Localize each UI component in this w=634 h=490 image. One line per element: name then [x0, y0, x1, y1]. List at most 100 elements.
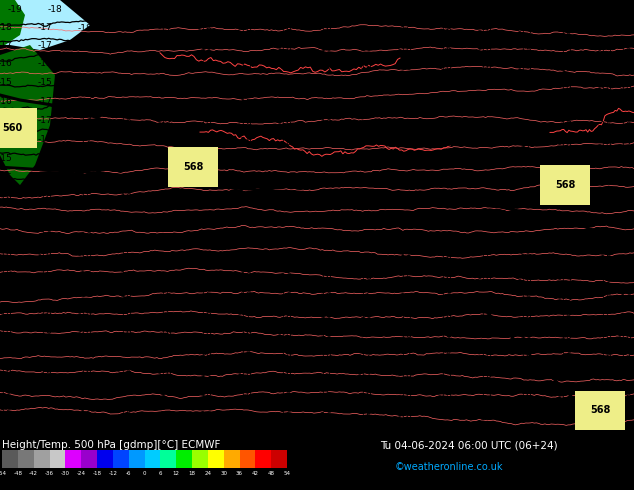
Text: 24: 24 — [204, 471, 211, 476]
Text: -15: -15 — [607, 7, 623, 17]
Text: -16: -16 — [318, 412, 332, 420]
Text: -18: -18 — [248, 5, 262, 15]
Text: -16: -16 — [618, 46, 632, 54]
Text: -16: -16 — [0, 308, 13, 317]
Text: -16: -16 — [0, 172, 13, 182]
Text: -16: -16 — [238, 155, 252, 165]
Text: -16: -16 — [37, 367, 53, 376]
Text: -16: -16 — [318, 272, 332, 282]
Text: -16: -16 — [278, 44, 292, 52]
Text: -15: -15 — [437, 370, 453, 380]
Text: -17: -17 — [238, 310, 252, 318]
Text: -30: -30 — [61, 471, 70, 476]
Text: -16: -16 — [318, 349, 332, 359]
Text: -16: -16 — [118, 232, 133, 241]
Text: -16: -16 — [37, 212, 53, 220]
Text: -15: -15 — [517, 413, 533, 421]
Text: -17: -17 — [517, 253, 533, 263]
Text: -16: -16 — [118, 193, 133, 201]
Text: -16: -16 — [517, 331, 533, 340]
Text: -16: -16 — [37, 153, 53, 163]
Text: -16: -16 — [398, 63, 412, 72]
Text: -16: -16 — [517, 352, 533, 361]
Text: -17: -17 — [318, 369, 332, 379]
Text: -16: -16 — [118, 368, 133, 377]
Text: -17: -17 — [118, 98, 133, 106]
Text: -17: -17 — [37, 23, 53, 31]
Text: -16: -16 — [278, 234, 292, 243]
Text: -16: -16 — [598, 101, 612, 111]
Text: -16: -16 — [358, 80, 372, 90]
Text: ©weatheronline.co.uk: ©weatheronline.co.uk — [395, 462, 503, 472]
Text: -16: -16 — [238, 251, 252, 261]
Text: -15: -15 — [598, 177, 612, 187]
Bar — [160, 450, 176, 468]
Text: -16: -16 — [358, 215, 372, 223]
Text: -16: -16 — [618, 196, 632, 206]
Text: -16: -16 — [477, 120, 493, 128]
Text: -16: -16 — [598, 196, 612, 206]
Text: -18: -18 — [358, 100, 372, 110]
Text: -16: -16 — [618, 82, 632, 92]
Text: -16: -16 — [358, 330, 372, 339]
Text: -17: -17 — [118, 24, 133, 32]
Text: -15: -15 — [598, 159, 612, 168]
Text: -15: -15 — [517, 26, 533, 35]
Text: -16: -16 — [558, 82, 573, 92]
Text: -16: -16 — [37, 172, 53, 182]
Text: -15: -15 — [567, 7, 583, 17]
Text: 568: 568 — [183, 162, 204, 172]
Text: -16: -16 — [368, 6, 382, 16]
Text: -16: -16 — [477, 351, 493, 360]
Text: -16: -16 — [618, 236, 632, 245]
Text: -16: -16 — [238, 24, 252, 33]
Text: -16: -16 — [358, 158, 372, 167]
Text: -17: -17 — [328, 5, 342, 15]
Bar — [81, 450, 97, 468]
Text: -16: -16 — [238, 194, 252, 202]
Text: -15: -15 — [0, 153, 13, 163]
Text: -16: -16 — [37, 409, 53, 417]
Text: -16: -16 — [358, 234, 372, 243]
Text: -15: -15 — [398, 312, 412, 320]
Text: -16: -16 — [618, 26, 632, 35]
Text: -16: -16 — [238, 368, 252, 378]
Text: -16: -16 — [558, 255, 573, 264]
Text: -17: -17 — [517, 140, 533, 148]
Text: -16: -16 — [437, 235, 453, 244]
Text: -16: -16 — [437, 139, 453, 147]
Text: -16: -16 — [0, 249, 13, 259]
Text: -16: -16 — [0, 192, 13, 200]
Text: -16: -16 — [558, 140, 573, 148]
Text: -17: -17 — [37, 97, 53, 105]
Text: -16: -16 — [278, 215, 292, 223]
Text: -16: -16 — [77, 388, 93, 396]
Text: -16: -16 — [118, 117, 133, 125]
Text: -16: -16 — [278, 175, 292, 185]
Text: -15: -15 — [558, 392, 573, 401]
Text: -16: -16 — [437, 273, 453, 283]
Text: -16: -16 — [398, 273, 412, 283]
Text: -16: -16 — [398, 100, 412, 110]
Text: -17: -17 — [158, 118, 172, 126]
Text: -16: -16 — [118, 410, 133, 418]
Text: -16: -16 — [598, 352, 612, 361]
Text: -54: -54 — [0, 471, 6, 476]
Text: -16: -16 — [198, 368, 212, 378]
Text: -16: -16 — [398, 293, 412, 301]
Text: 54: 54 — [283, 471, 290, 476]
Text: -15: -15 — [527, 7, 542, 17]
Text: -16: -16 — [278, 138, 292, 147]
Text: -16: -16 — [198, 155, 212, 165]
Text: 48: 48 — [268, 471, 275, 476]
Text: -16: -16 — [158, 389, 172, 397]
Text: -16: -16 — [0, 97, 13, 105]
Text: -16: -16 — [77, 78, 93, 88]
Text: -16: -16 — [158, 43, 172, 51]
Text: -17: -17 — [517, 236, 533, 245]
Text: -16: -16 — [558, 159, 573, 168]
Text: -16: -16 — [618, 332, 632, 341]
Text: -18: -18 — [48, 4, 62, 14]
Bar — [49, 450, 65, 468]
Text: -16: -16 — [437, 216, 453, 224]
